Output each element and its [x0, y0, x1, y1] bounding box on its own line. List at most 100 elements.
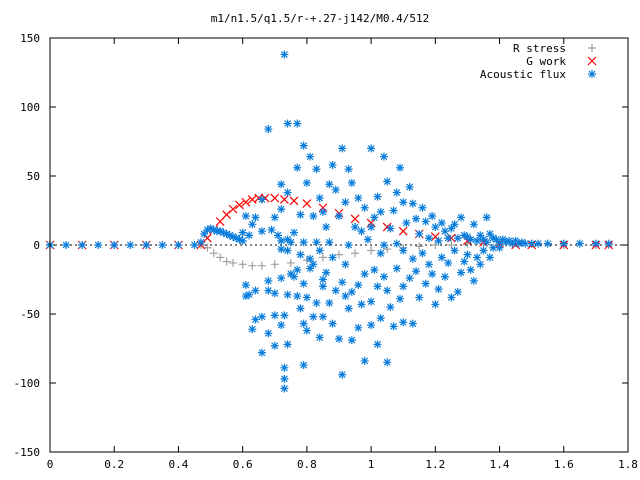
- data-point: [293, 119, 302, 128]
- data-point: [277, 180, 286, 189]
- data-point: [434, 285, 443, 294]
- data-point: [338, 370, 347, 379]
- data-point: [440, 272, 449, 281]
- data-point: [376, 207, 385, 216]
- data-point: [238, 236, 247, 245]
- data-point: [216, 253, 225, 262]
- data-point: [241, 281, 250, 290]
- data-point: [415, 229, 424, 238]
- data-point: [309, 260, 318, 269]
- data-point: [286, 238, 295, 247]
- data-point: [299, 279, 308, 288]
- data-point: [232, 234, 241, 243]
- data-point: [280, 311, 289, 320]
- data-point: [466, 265, 475, 274]
- data-point: [469, 276, 478, 285]
- data-point: [299, 238, 308, 247]
- data-point: [476, 260, 485, 269]
- data-point: [110, 241, 119, 249]
- data-point: [424, 260, 433, 269]
- data-point: [575, 239, 584, 248]
- data-point: [338, 278, 347, 287]
- data-point: [347, 287, 356, 296]
- x-tick-label: 1.2: [425, 458, 445, 471]
- data-point: [257, 348, 266, 357]
- legend-label: G work: [526, 55, 566, 68]
- data-point: [527, 239, 536, 248]
- data-point: [363, 235, 372, 244]
- data-point: [379, 272, 388, 281]
- data-point: [235, 200, 244, 210]
- data-point: [412, 267, 421, 276]
- data-point: [367, 246, 376, 255]
- data-point: [302, 293, 311, 302]
- data-point: [257, 312, 266, 321]
- data-point: [283, 119, 292, 128]
- data-point: [344, 304, 353, 313]
- data-point: [405, 183, 414, 192]
- data-point: [325, 238, 334, 247]
- data-point: [405, 274, 414, 283]
- data-point: [399, 282, 408, 291]
- data-point: [444, 234, 453, 243]
- series-3: [46, 50, 613, 393]
- x-tick-label: 1: [368, 458, 375, 471]
- data-point: [315, 333, 324, 342]
- data-point: [396, 294, 405, 303]
- legend-marker: [587, 56, 597, 66]
- data-point: [463, 250, 472, 259]
- legend-marker: [588, 44, 596, 52]
- data-point: [473, 253, 482, 262]
- data-point: [293, 265, 302, 274]
- data-point: [267, 225, 276, 234]
- data-point: [283, 188, 292, 197]
- data-point: [270, 289, 279, 298]
- data-point: [289, 196, 299, 206]
- data-point: [62, 241, 71, 249]
- data-point: [264, 286, 273, 295]
- data-point: [399, 318, 408, 327]
- data-point: [328, 253, 337, 262]
- series-layer: [45, 50, 614, 393]
- data-point: [228, 204, 238, 214]
- data-point: [521, 239, 530, 248]
- data-point: [357, 300, 366, 309]
- data-point: [386, 303, 395, 312]
- data-point: [306, 254, 315, 263]
- x-tick-label: 1.8: [618, 458, 638, 471]
- data-point: [238, 260, 247, 269]
- data-point: [222, 210, 232, 220]
- data-point: [370, 265, 379, 274]
- data-point: [293, 163, 302, 172]
- data-point: [591, 239, 600, 248]
- data-point: [309, 212, 318, 221]
- data-point: [264, 329, 273, 338]
- data-point: [460, 257, 469, 266]
- data-point: [283, 290, 292, 299]
- data-point: [222, 257, 231, 266]
- data-point: [203, 243, 212, 252]
- data-point: [302, 178, 311, 187]
- data-point: [450, 220, 459, 229]
- data-point: [229, 258, 238, 267]
- data-point: [434, 236, 443, 245]
- data-point: [264, 125, 273, 134]
- data-point: [94, 241, 103, 249]
- data-point: [354, 281, 363, 290]
- data-point: [398, 226, 408, 236]
- data-point: [209, 249, 218, 258]
- data-point: [286, 258, 295, 267]
- data-point: [347, 178, 356, 187]
- data-point: [318, 312, 327, 321]
- data-point: [280, 384, 289, 393]
- data-point: [392, 239, 401, 248]
- x-tick-label: 0.8: [297, 458, 317, 471]
- data-point: [248, 261, 257, 270]
- data-point: [206, 224, 215, 233]
- data-point: [225, 231, 234, 240]
- data-point: [437, 253, 446, 262]
- y-tick-label: 100: [20, 101, 40, 114]
- data-point: [190, 241, 199, 249]
- data-point: [302, 199, 312, 209]
